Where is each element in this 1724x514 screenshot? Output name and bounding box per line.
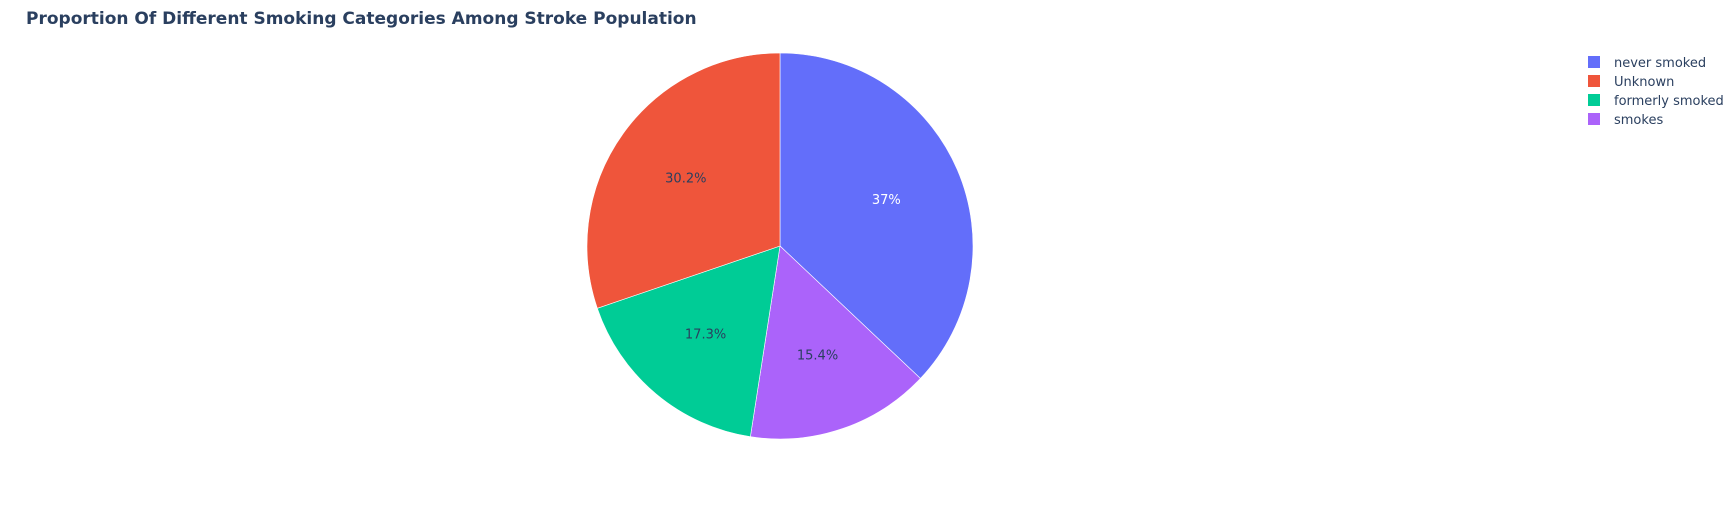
legend-item-formerly-smoked[interactable]: formerly smoked <box>1588 94 1724 109</box>
legend-label: Unknown <box>1614 75 1674 90</box>
legend-swatch <box>1588 56 1600 68</box>
pie-slice-formerly-smoked[interactable] <box>596 245 781 438</box>
slice-label-smokes: 15.4% <box>797 349 838 364</box>
legend: never smoked Unknown formerly smoked smokes <box>1588 56 1724 128</box>
pie-slices <box>586 52 974 440</box>
legend-item-never-smoked[interactable]: never smoked <box>1588 56 1706 71</box>
legend-swatch <box>1588 94 1600 106</box>
pie-slice-never-smoked[interactable] <box>779 52 974 379</box>
legend-label: smokes <box>1614 113 1663 128</box>
legend-swatch <box>1588 75 1600 87</box>
slice-label-formerly-smoked: 17.3% <box>685 328 726 343</box>
legend-item-smokes[interactable]: smokes <box>1588 113 1663 128</box>
chart-title: Proportion Of Different Smoking Categori… <box>26 9 697 29</box>
slice-label-never-smoked: 37% <box>872 193 901 208</box>
legend-label: formerly smoked <box>1614 94 1724 109</box>
legend-item-unknown[interactable]: Unknown <box>1588 75 1674 90</box>
legend-label: never smoked <box>1614 56 1706 71</box>
pie-slice-smokes[interactable] <box>750 245 921 440</box>
pie-labels: 37% 15.4% 17.3% 30.2% <box>665 172 901 364</box>
legend-swatch <box>1588 113 1600 125</box>
slice-label-unknown: 30.2% <box>665 172 706 187</box>
pie-slice-unknown[interactable] <box>586 52 781 309</box>
